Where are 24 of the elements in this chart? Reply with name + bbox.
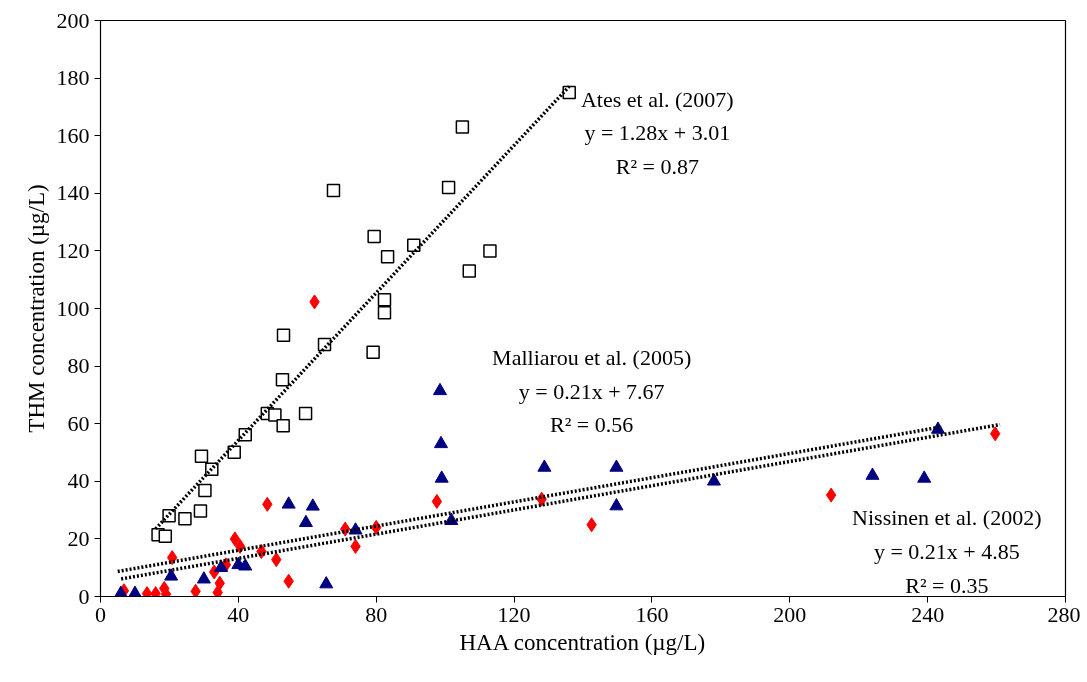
y-tick-label: 0: [78, 583, 90, 609]
y-tick-label: 180: [56, 65, 90, 91]
x-tick-label: 240: [911, 601, 945, 627]
x-tick-label: 80: [365, 601, 388, 627]
y-tick-label: 60: [67, 410, 90, 436]
y-tick-label: 100: [56, 295, 90, 321]
annotation: Nissinen et al. (2002) y = 0.21x + 4.85 R² = 0.35: [852, 505, 1042, 598]
x-tick-label: 160: [635, 601, 669, 627]
annotation: Malliarou et al. (2005) y = 0.21x + 7.67 R² = 0.56: [492, 344, 692, 438]
x-tick-label: 40: [227, 601, 250, 627]
x-axis-title: HAA concentration (µg/L): [459, 629, 706, 655]
y-axis-title: THM concentration (µg/L): [23, 184, 49, 433]
y-tick-label: 120: [56, 237, 90, 263]
y-tick-label: 200: [56, 7, 90, 33]
y-tick-label: 40: [67, 468, 90, 494]
x-tick-label: 200: [773, 601, 807, 627]
x-tick-label: 0: [95, 601, 106, 627]
x-tick-label: 280: [1047, 601, 1081, 627]
y-tick-label: 140: [56, 180, 90, 206]
y-tick-label: 20: [67, 525, 90, 551]
y-tick-label: 160: [56, 122, 90, 148]
y-tick-label: 80: [67, 353, 90, 379]
annotation: Ates et al. (2007) y = 1.28x + 3.01 R² = 0.87: [580, 86, 734, 180]
x-tick-label: 120: [497, 601, 531, 627]
